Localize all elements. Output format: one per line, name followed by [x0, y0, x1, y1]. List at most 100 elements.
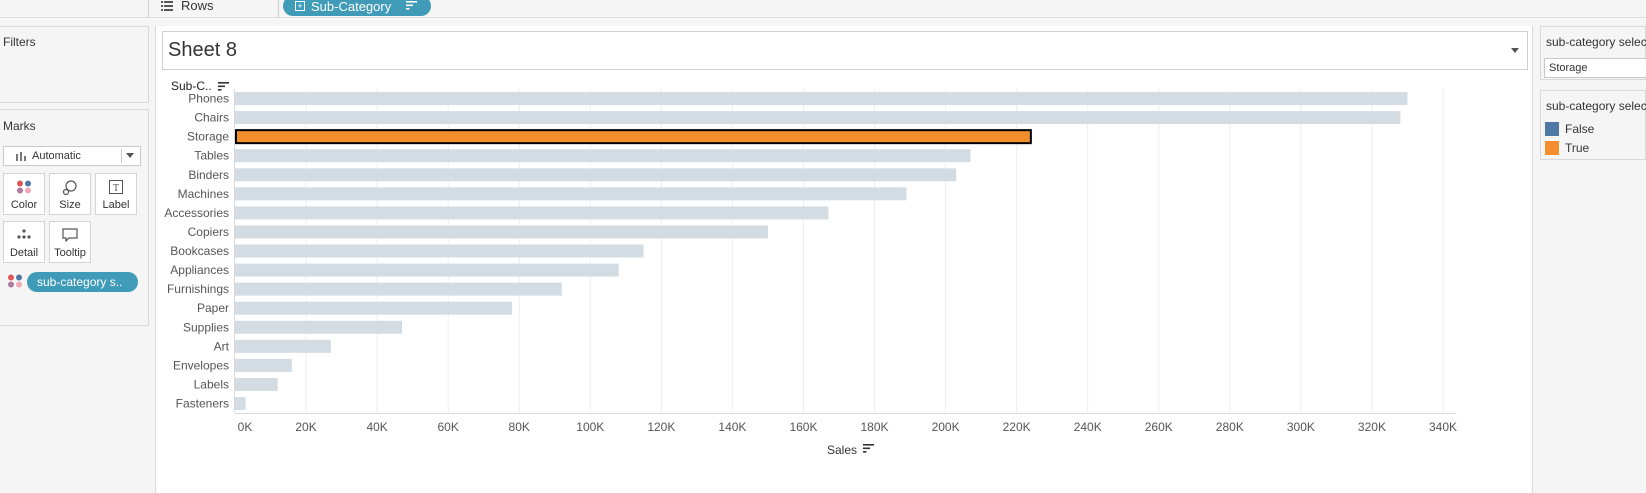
- x-tick-label: 300K: [1287, 420, 1315, 434]
- chevron-down-icon[interactable]: [126, 153, 134, 158]
- sort-descending-icon[interactable]: [863, 444, 874, 446]
- category-label: Furnishings: [167, 282, 229, 296]
- x-tick-label: 20K: [295, 420, 316, 434]
- x-tick-label: 260K: [1145, 420, 1173, 434]
- x-axis-title[interactable]: Sales: [827, 443, 857, 457]
- legend-item-false[interactable]: False: [1545, 122, 1594, 136]
- tooltip-button-label: Tooltip: [54, 247, 86, 259]
- sheet-title-box[interactable]: Sheet 8: [162, 31, 1528, 70]
- detail-button-label: Detail: [9, 247, 39, 259]
- filters-title: Filters: [3, 35, 36, 49]
- category-label: Chairs: [194, 111, 229, 125]
- category-label: Tables: [194, 149, 229, 163]
- x-tick-label: 320K: [1358, 420, 1386, 434]
- bar-furnishings[interactable]: [235, 282, 562, 296]
- sales-bar-chart: Phones Chairs Storage Tables Binders Machines…: [164, 89, 1457, 457]
- category-label: Storage: [187, 130, 229, 144]
- size-button-label: Size: [59, 199, 81, 211]
- x-tick-label: 200K: [932, 420, 960, 434]
- category-label: Copiers: [188, 225, 229, 239]
- detail-dots-icon: [17, 229, 31, 239]
- category-label: Machines: [178, 187, 229, 201]
- x-tick-label: 100K: [576, 420, 604, 434]
- bar-copiers[interactable]: [235, 225, 768, 239]
- bar-fasteners[interactable]: [235, 396, 246, 410]
- bar-accessories[interactable]: [235, 206, 829, 220]
- bar-chart-icon: [16, 151, 26, 161]
- color-button-label: Color: [10, 199, 38, 211]
- category-label: Phones: [188, 92, 229, 106]
- rows-label: Rows: [181, 0, 214, 13]
- parameter-input[interactable]: Storage: [1544, 58, 1646, 78]
- marks-card: Marks Automatic Color Size T: [0, 109, 149, 326]
- mark-type-value: Automatic: [32, 150, 81, 162]
- sort-descending-icon[interactable]: [863, 447, 870, 450]
- category-label: Fasteners: [176, 396, 229, 410]
- dropdown-separator: [121, 149, 122, 163]
- shelf-divider: [148, 0, 149, 18]
- bar-labels[interactable]: [235, 377, 278, 391]
- detail-button[interactable]: Detail: [3, 221, 45, 263]
- expand-plus-icon[interactable]: +: [295, 1, 305, 11]
- x-tick-label: 180K: [861, 420, 889, 434]
- sort-descending-icon[interactable]: [863, 451, 867, 453]
- sort-descending-icon[interactable]: [217, 81, 229, 91]
- label-button[interactable]: T Label: [95, 173, 137, 215]
- worksheet-view: Sheet 8 Sub-C.. Phones Chairs Storage Table…: [155, 26, 1533, 493]
- filters-shelf[interactable]: Filters: [0, 26, 149, 103]
- color-legend: sub-category selec False True: [1540, 90, 1646, 160]
- category-label: Envelopes: [173, 358, 229, 372]
- rows-icon: [161, 1, 173, 11]
- rows-shelf: Rows + Sub-Category: [0, 0, 1646, 18]
- color-button[interactable]: Color: [3, 173, 45, 215]
- marks-title: Marks: [3, 119, 36, 133]
- legend-title: sub-category selec: [1546, 99, 1646, 113]
- legend-swatch: [1545, 122, 1559, 136]
- sheet-title: Sheet 8: [168, 39, 237, 61]
- row-header-sub-category[interactable]: Sub-C..: [171, 79, 229, 93]
- x-tick-label: 60K: [437, 420, 458, 434]
- x-tick-label: 40K: [366, 420, 387, 434]
- tooltip-icon: [62, 228, 78, 242]
- color-dots-icon: [17, 180, 31, 194]
- bar-envelopes[interactable]: [235, 358, 292, 372]
- color-field-pill[interactable]: sub-category s..: [27, 272, 138, 292]
- size-button[interactable]: Size: [49, 173, 91, 215]
- x-tick-label: 80K: [509, 420, 530, 434]
- bar-paper[interactable]: [235, 301, 513, 315]
- bar-chairs[interactable]: [235, 111, 1401, 125]
- bar-bookcases[interactable]: [235, 244, 644, 258]
- category-label: Bookcases: [170, 244, 229, 258]
- bar-art[interactable]: [235, 339, 331, 353]
- bar-supplies[interactable]: [235, 320, 402, 334]
- legend-label: True: [1565, 141, 1590, 155]
- category-label: Paper: [197, 301, 229, 315]
- sort-descending-icon[interactable]: [406, 1, 417, 10]
- mark-type-dropdown[interactable]: Automatic: [3, 146, 141, 166]
- bar-tables[interactable]: [235, 149, 971, 163]
- chevron-down-icon[interactable]: [1511, 48, 1519, 53]
- x-tick-label: 160K: [789, 420, 817, 434]
- legend-label: False: [1565, 122, 1595, 136]
- category-label: Art: [214, 339, 230, 353]
- legend-item-true[interactable]: True: [1545, 141, 1589, 155]
- rows-pill-sub-category[interactable]: + Sub-Category: [283, 0, 431, 16]
- bar-phones[interactable]: [235, 92, 1408, 106]
- bar-storage[interactable]: [235, 129, 1032, 145]
- category-label: Supplies: [183, 320, 229, 334]
- category-label: Binders: [188, 168, 229, 182]
- bar-binders[interactable]: [235, 168, 957, 182]
- category-label: Labels: [194, 377, 229, 391]
- bar-machines[interactable]: [235, 187, 907, 201]
- category-label: Appliances: [170, 263, 229, 277]
- tooltip-button[interactable]: Tooltip: [49, 221, 91, 263]
- size-icon: [62, 180, 77, 196]
- x-tick-label: 280K: [1216, 420, 1244, 434]
- row-header-label: Sub-C..: [171, 79, 212, 93]
- x-tick-label: 140K: [718, 420, 746, 434]
- bar-appliances[interactable]: [235, 263, 619, 277]
- category-label: Accessories: [164, 206, 229, 220]
- rows-pill-label: Sub-Category: [311, 0, 392, 14]
- x-tick-label: 0K: [238, 420, 253, 434]
